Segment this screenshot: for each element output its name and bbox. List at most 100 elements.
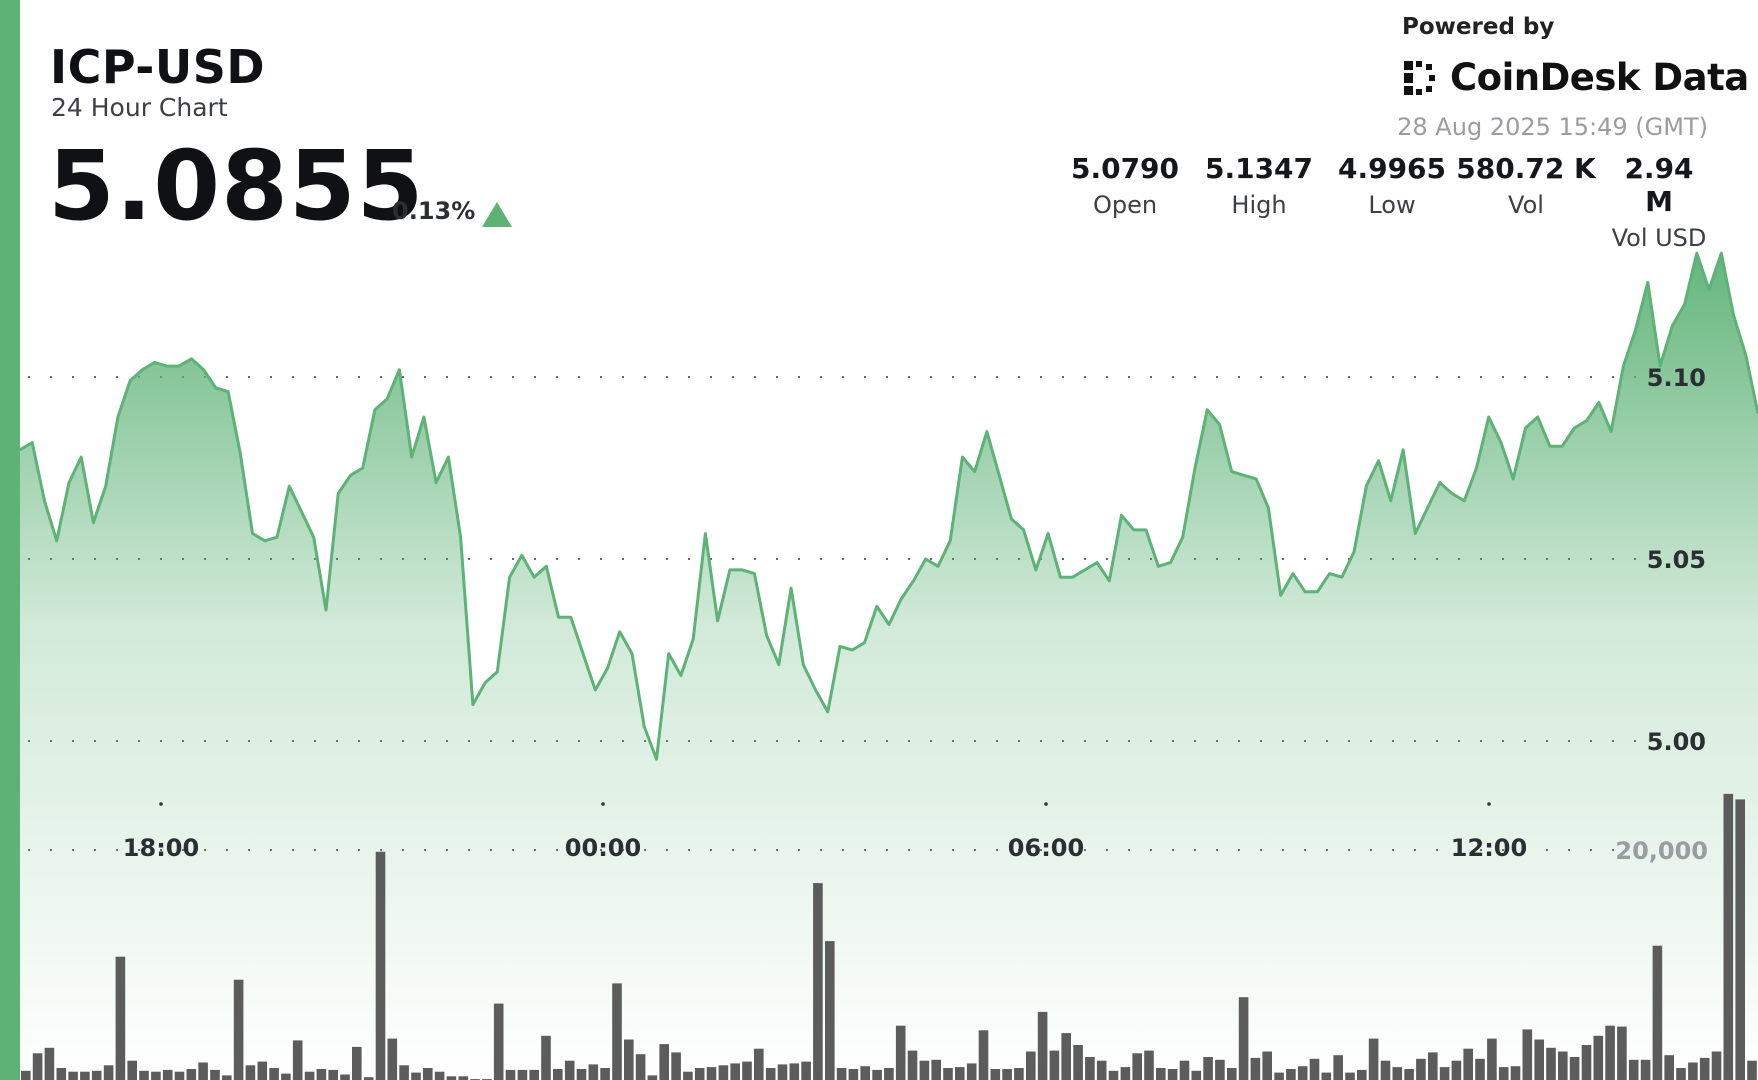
volume-bar	[80, 1071, 90, 1080]
volume-bar	[1002, 1069, 1012, 1080]
stat-vol-label: Vol	[1508, 191, 1544, 219]
volume-bar	[825, 941, 835, 1080]
volume-bar	[210, 1069, 220, 1080]
y-tick-label: 5.10	[1647, 364, 1706, 392]
volume-bar	[1487, 1038, 1497, 1080]
price-area-fill	[20, 253, 1758, 1080]
volume-bar	[564, 1060, 575, 1080]
volume-bar	[233, 979, 244, 1080]
volume-bar	[1049, 1050, 1060, 1080]
volume-bar	[1617, 1026, 1627, 1080]
volume-bar	[1747, 1060, 1757, 1080]
volume-bar	[399, 1065, 409, 1080]
volume-bar	[718, 1065, 729, 1080]
volume-bar	[1711, 1051, 1722, 1080]
volume-bar	[1664, 1055, 1674, 1080]
stat-vol-usd-value: 2.94 M	[1624, 152, 1694, 218]
stat-low-label: Low	[1368, 191, 1416, 219]
volume-bar	[458, 1076, 469, 1080]
brand-name: CoinDesk Data	[1450, 56, 1749, 99]
volume-bar	[493, 1003, 504, 1080]
coindesk-brand: CoinDesk Data	[1402, 56, 1749, 99]
volume-bar	[635, 1054, 646, 1080]
volume-bar	[1510, 1066, 1521, 1080]
volume-bar	[1167, 1069, 1178, 1080]
volume-bar	[328, 1069, 338, 1080]
x-tick-mark	[159, 802, 163, 806]
volume-bar	[1215, 1059, 1225, 1080]
volume-bar	[1652, 945, 1663, 1080]
volume-bar	[517, 1069, 528, 1080]
volume-bar	[1179, 1060, 1190, 1080]
volume-bar	[588, 1064, 599, 1080]
volume-bar	[1333, 1055, 1343, 1080]
volume-bar	[789, 1063, 800, 1080]
volume-bar	[895, 1025, 906, 1080]
volume-bar	[884, 1068, 894, 1080]
volume-bar	[1108, 1070, 1119, 1080]
volume-tick-label: 20,000	[1615, 837, 1708, 865]
volume-bar	[363, 1077, 374, 1080]
volume-bar	[1262, 1051, 1272, 1080]
volume-bar	[68, 1071, 78, 1080]
volume-bar	[694, 1068, 705, 1080]
volume-bar	[966, 1063, 977, 1080]
stat-vol-value: 580.72 K	[1456, 152, 1596, 185]
volume-bar	[103, 1065, 114, 1080]
x-tick-mark	[601, 802, 605, 806]
volume-bar	[647, 1075, 658, 1080]
volume-bar	[1558, 1051, 1568, 1080]
volume-bar	[836, 1068, 847, 1080]
volume-bar	[1699, 1057, 1710, 1080]
volume-bar	[742, 1061, 752, 1080]
volume-bar	[529, 1069, 539, 1080]
volume-bar	[1345, 1072, 1355, 1080]
volume-bar	[1061, 1033, 1071, 1080]
volume-bar	[1321, 1072, 1332, 1080]
volume-bar	[1073, 1045, 1083, 1080]
volume-bar	[1676, 1068, 1686, 1080]
volume-bar	[931, 1059, 941, 1080]
volume-bar	[1475, 1058, 1485, 1080]
volume-bar	[162, 1069, 173, 1080]
volume-bar	[56, 1068, 67, 1080]
volume-bar	[848, 1069, 859, 1080]
volume-bar	[340, 1074, 350, 1080]
volume-bar	[1569, 1057, 1580, 1080]
volume-bar	[1368, 1038, 1379, 1080]
volume-bar	[919, 1060, 930, 1080]
volume-bar	[801, 1061, 811, 1080]
volume-bar	[1546, 1047, 1556, 1080]
volume-bar	[978, 1030, 989, 1080]
volume-bar	[174, 1071, 185, 1080]
volume-bar	[1132, 1053, 1142, 1080]
volume-bar	[1026, 1051, 1036, 1080]
volume-bar	[1096, 1060, 1107, 1080]
volume-bar	[706, 1067, 717, 1080]
ticker-symbol: ICP-USD	[50, 40, 266, 94]
volume-bar	[1203, 1057, 1213, 1080]
volume-bar	[1297, 1066, 1308, 1080]
stat-high: 5.1347 High	[1205, 152, 1313, 219]
volume-bar	[1380, 1060, 1391, 1080]
volume-bar	[269, 1068, 279, 1080]
volume-bar	[1014, 1068, 1024, 1080]
volume-bar	[304, 1071, 315, 1080]
volume-bar	[1534, 1039, 1544, 1080]
volume-bar	[1498, 1067, 1509, 1080]
volume-bar	[446, 1076, 457, 1080]
volume-bar	[1451, 1060, 1462, 1080]
volume-bar	[872, 1069, 882, 1080]
volume-bar	[387, 1038, 398, 1080]
volume-bar	[943, 1068, 953, 1080]
volume-bar	[765, 1068, 776, 1080]
volume-bar	[1309, 1058, 1320, 1080]
volume-bar	[1628, 1059, 1639, 1080]
volume-bar	[1688, 1062, 1698, 1080]
volume-bar	[754, 1048, 764, 1080]
volume-bar	[990, 1069, 1001, 1080]
volume-bar	[1120, 1067, 1131, 1080]
volume-bar	[1581, 1045, 1592, 1080]
volume-bar	[1522, 1029, 1533, 1080]
volume-bar	[1156, 1068, 1166, 1080]
